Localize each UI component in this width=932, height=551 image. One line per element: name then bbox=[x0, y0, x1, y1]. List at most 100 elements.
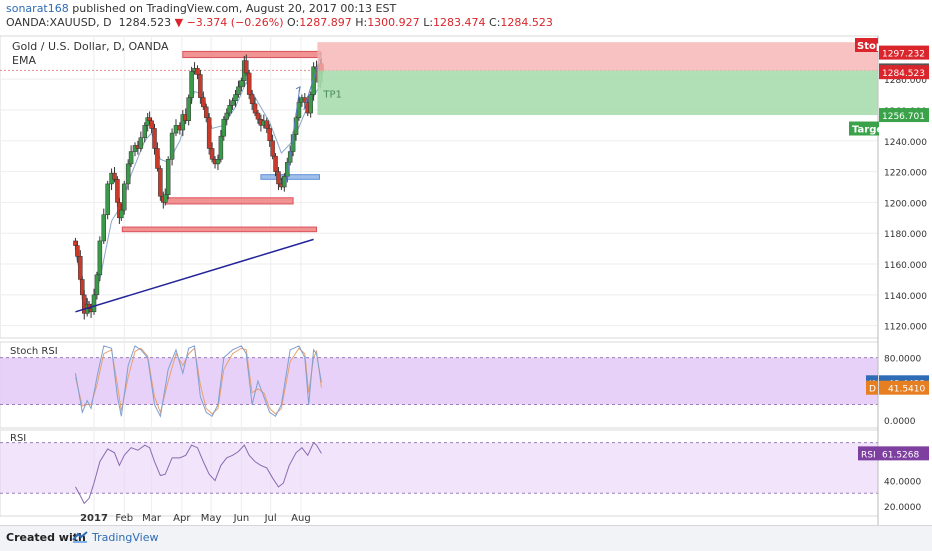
candle-down[interactable] bbox=[255, 112, 261, 120]
candle-down[interactable] bbox=[203, 106, 209, 118]
candle-down[interactable] bbox=[244, 60, 249, 74]
rsi-tick-label: 20.0000 bbox=[884, 503, 921, 513]
symbol: OANDA:XAUUSD, D bbox=[6, 16, 112, 29]
candle-down[interactable] bbox=[198, 74, 203, 98]
candle-up[interactable] bbox=[128, 151, 134, 165]
price-change: ▼ −3.374 (−0.26%) bbox=[174, 16, 284, 29]
candle-down[interactable] bbox=[201, 97, 206, 108]
resistance-zone[interactable] bbox=[182, 50, 321, 59]
candle-down[interactable] bbox=[115, 179, 120, 203]
candle-up[interactable] bbox=[165, 159, 171, 195]
candle-down[interactable] bbox=[80, 279, 85, 296]
rsi-line[interactable] bbox=[75, 441, 322, 505]
candle-up[interactable] bbox=[119, 209, 124, 219]
projection-arrow[interactable] bbox=[285, 86, 301, 183]
candle-down[interactable] bbox=[155, 148, 160, 169]
candle-down[interactable] bbox=[270, 140, 275, 157]
candle-up[interactable] bbox=[94, 274, 100, 296]
candle-down[interactable] bbox=[149, 120, 154, 129]
resistance-zone[interactable] bbox=[164, 197, 294, 205]
ema-indicator-label[interactable]: EMA bbox=[12, 54, 36, 67]
target-label: Target bbox=[852, 125, 888, 136]
price-tick-label: 1200.000 bbox=[884, 199, 927, 209]
candle-up[interactable] bbox=[282, 175, 287, 188]
candle-down[interactable] bbox=[147, 117, 152, 121]
candle-up[interactable] bbox=[308, 94, 313, 114]
candle-up[interactable] bbox=[230, 100, 235, 106]
candle-up[interactable] bbox=[236, 86, 241, 95]
high-label: H: bbox=[355, 16, 368, 29]
candle-up[interactable] bbox=[142, 125, 148, 138]
candle-up[interactable] bbox=[162, 194, 168, 203]
candle-up[interactable] bbox=[101, 214, 107, 242]
candle-up[interactable] bbox=[311, 66, 316, 95]
candle-down[interactable] bbox=[209, 148, 215, 160]
rsi-title[interactable]: RSI bbox=[10, 433, 26, 444]
rsi-tag bbox=[858, 446, 929, 461]
candle-up[interactable] bbox=[221, 118, 227, 137]
price-tick-label: 1180.000 bbox=[884, 230, 927, 240]
candle-up[interactable] bbox=[122, 183, 127, 211]
chart-canvas[interactable]: 2017 Feb Mar Apr May Jun Jul Aug 1120.000 1140.00… bbox=[0, 30, 932, 525]
candle-up[interactable] bbox=[180, 114, 186, 131]
candle-up[interactable] bbox=[186, 97, 191, 121]
publish-line: sonarat168 published on TradingView.com,… bbox=[6, 2, 396, 15]
stop-loss-box[interactable] bbox=[317, 42, 879, 71]
tradingview-brand-link[interactable]: TradingView bbox=[92, 531, 159, 544]
stoch-d-tag-badge bbox=[866, 380, 878, 395]
candle-up[interactable] bbox=[138, 137, 144, 149]
candle-down[interactable] bbox=[264, 120, 270, 129]
candle-up[interactable] bbox=[97, 240, 103, 276]
x-tick-label: Feb bbox=[115, 513, 133, 524]
candle-up[interactable] bbox=[227, 105, 232, 114]
trend-line[interactable] bbox=[75, 238, 314, 313]
symbol-line: OANDA:XAUUSD, D 1284.523 ▼ −3.374 (−0.26… bbox=[6, 16, 553, 29]
low-label: L: bbox=[423, 16, 434, 29]
candle-down[interactable] bbox=[267, 128, 272, 142]
resistance-zone[interactable] bbox=[121, 226, 318, 233]
candle-up[interactable] bbox=[224, 112, 229, 120]
candle-down[interactable] bbox=[195, 68, 200, 75]
stoch-rsi-title[interactable]: Stoch RSI bbox=[10, 346, 58, 357]
candle-up[interactable] bbox=[91, 294, 97, 313]
candle-up[interactable] bbox=[169, 132, 175, 160]
price-tag-label: 1297.232 bbox=[882, 50, 925, 60]
target-tag[interactable] bbox=[849, 121, 879, 136]
high-value: 1300.927 bbox=[367, 16, 420, 29]
close-label: C: bbox=[489, 16, 501, 29]
candle-up[interactable] bbox=[239, 80, 244, 88]
candle-down[interactable] bbox=[73, 240, 78, 246]
stoch-k-line[interactable] bbox=[74, 345, 322, 418]
author-link[interactable]: sonarat168 bbox=[6, 2, 69, 15]
stoch-d-tag-label: 41.5410 bbox=[888, 385, 925, 395]
candle-up[interactable] bbox=[173, 125, 179, 134]
candle-down[interactable] bbox=[158, 168, 163, 197]
candle-down[interactable] bbox=[152, 128, 157, 149]
price-tag-label: 1256.701 bbox=[882, 112, 925, 122]
chart-header: sonarat168 published on TradingView.com,… bbox=[0, 0, 932, 30]
candle-down[interactable] bbox=[75, 245, 80, 257]
candle-down[interactable] bbox=[273, 155, 278, 172]
candle-down[interactable] bbox=[276, 171, 281, 185]
candle-up[interactable] bbox=[125, 163, 131, 185]
support-zone[interactable] bbox=[260, 174, 320, 180]
candle-up[interactable] bbox=[233, 94, 238, 101]
candle-down[interactable] bbox=[249, 94, 255, 105]
candle-up[interactable] bbox=[189, 71, 194, 98]
main-pane-title: Gold / U.S. Dollar, D, OANDA bbox=[12, 40, 169, 53]
stop-tag[interactable] bbox=[855, 38, 878, 52]
stoch-d-line[interactable] bbox=[74, 347, 322, 415]
candle-down[interactable] bbox=[252, 103, 258, 114]
candle-down[interactable] bbox=[112, 172, 117, 180]
open-label: O: bbox=[287, 16, 300, 29]
candle-down[interactable] bbox=[78, 256, 83, 280]
created-with-text: Created with bbox=[6, 531, 86, 544]
candle-up[interactable] bbox=[218, 135, 224, 160]
take-profit-box[interactable] bbox=[317, 70, 879, 116]
tradingview-logo-icon bbox=[72, 531, 88, 543]
candle-up[interactable] bbox=[105, 183, 110, 215]
candle-down[interactable] bbox=[206, 117, 212, 149]
candle-down[interactable] bbox=[246, 72, 252, 95]
price-tick-label: 1140.000 bbox=[884, 292, 927, 302]
candle-up[interactable] bbox=[215, 159, 221, 165]
